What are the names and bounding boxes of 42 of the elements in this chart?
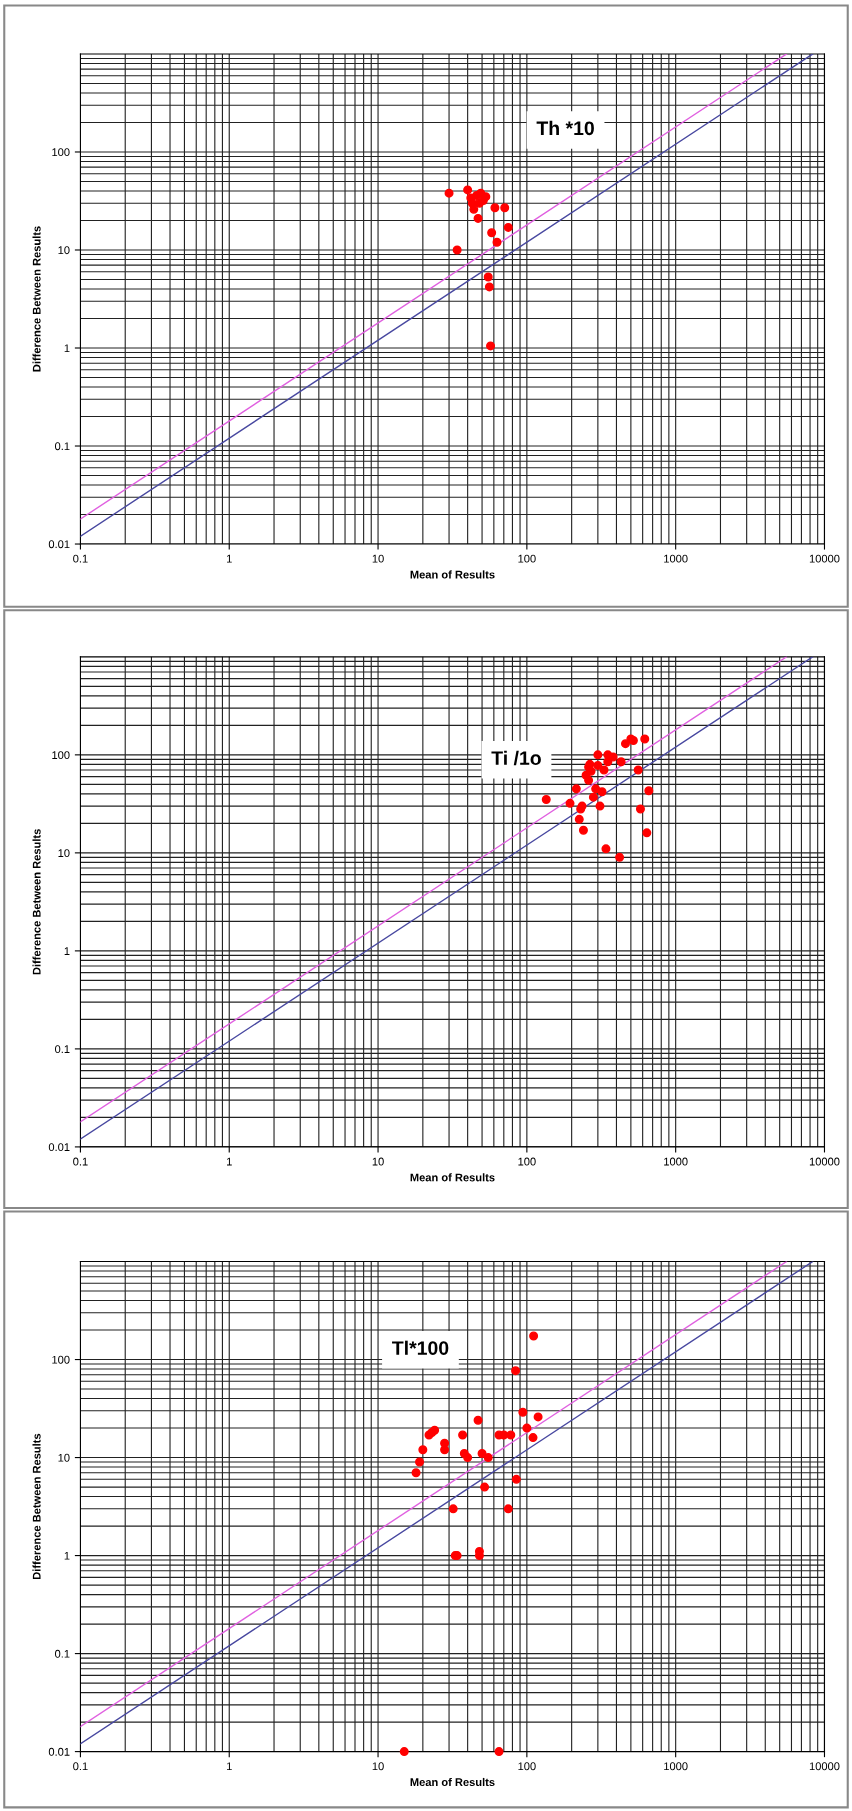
y-tick-label: 0.01 — [48, 1747, 70, 1756]
x-tick-label: 10 — [372, 1762, 384, 1771]
x-tick-label: 1000 — [664, 1157, 688, 1166]
y-tick-label: 0.01 — [48, 540, 70, 549]
x-tick-label: 10000 — [809, 554, 840, 563]
annotation: Tl*100 — [392, 1340, 449, 1355]
annotation: Th *10 — [536, 120, 594, 136]
x-tick-label: 1000 — [664, 1762, 688, 1771]
y-tick-label: 1 — [64, 947, 70, 955]
x-tick-label: 1 — [227, 1762, 232, 1771]
y-tick-label: 0.1 — [55, 1045, 70, 1054]
y-tick-label: 0.1 — [55, 442, 70, 451]
x-tick-label: 10 — [372, 554, 384, 563]
y-tick-label: 10 — [58, 1453, 70, 1462]
y-tick-label: 0.01 — [48, 1143, 70, 1152]
x-tick-label: 0.1 — [73, 1762, 88, 1771]
y-tick-label: 1 — [64, 1551, 70, 1560]
y-tick-label: 10 — [58, 246, 70, 255]
x-axis-title: Mean of Results — [410, 1777, 495, 1787]
x-axis-title: Mean of Results — [410, 570, 495, 579]
annotation: Ti /1o — [491, 750, 541, 766]
y-tick-label: 100 — [52, 1355, 70, 1364]
x-tick-label: 100 — [518, 1762, 536, 1771]
x-tick-label: 10 — [372, 1157, 384, 1166]
x-tick-label: 1 — [227, 554, 232, 563]
y-axis-title: Difference Between Results — [32, 1433, 41, 1579]
x-tick-label: 0.1 — [73, 1157, 88, 1166]
x-tick-label: 100 — [518, 1157, 536, 1166]
y-tick-label: 100 — [52, 148, 70, 157]
x-axis-title: Mean of Results — [410, 1173, 495, 1182]
y-axis-title: Difference Between Results — [32, 829, 41, 975]
y-tick-label: 10 — [58, 849, 70, 858]
x-tick-label: 10000 — [809, 1157, 840, 1166]
y-axis-title: Difference Between Results — [32, 226, 41, 372]
x-tick-label: 1 — [227, 1157, 232, 1166]
x-tick-label: 100 — [518, 554, 536, 563]
y-tick-label: 1 — [64, 344, 70, 353]
y-tick-label: 100 — [52, 751, 70, 759]
x-tick-label: 1000 — [664, 554, 688, 563]
x-tick-label: 0.1 — [73, 554, 88, 563]
y-tick-label: 0.1 — [55, 1649, 70, 1658]
x-tick-label: 10000 — [809, 1762, 840, 1771]
